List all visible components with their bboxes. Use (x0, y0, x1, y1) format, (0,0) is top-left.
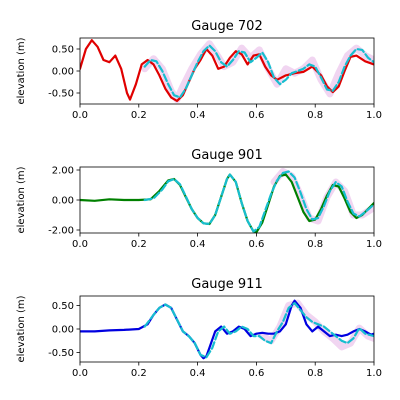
chart-panel-1: 0.0 0.2 0.4 0.6 0.8 1.0 -0.50 0.00 0.50 Gauge 702… (16, 19, 382, 121)
series-line-3 (143, 170, 374, 233)
series-line-3 (143, 44, 374, 99)
chart-title: Gauge 911 (191, 277, 262, 292)
y-axis-label: elevation (m) (16, 166, 27, 233)
y-tick-label: -0.50 (48, 348, 74, 359)
x-tick-label: 0.0 (72, 239, 88, 250)
series-line-2 (80, 173, 374, 233)
x-tick-label: 0.2 (131, 239, 147, 250)
x-tick-label: 0.0 (72, 110, 88, 121)
series-line-1 (141, 40, 374, 104)
chart-title: Gauge 901 (191, 148, 262, 163)
x-tick-label: 0.2 (131, 110, 147, 121)
y-axis-label: elevation (m) (16, 37, 27, 104)
x-tick-label: 0.4 (190, 239, 206, 250)
x-tick-label: 1.0 (366, 110, 382, 121)
x-tick-label: 0.4 (190, 110, 206, 121)
plot-lines (80, 39, 374, 104)
series-line-3 (143, 302, 374, 359)
y-tick-label: 0.50 (52, 301, 74, 312)
chart-panel-2: 0.0 0.2 0.4 0.6 0.8 1.0 -2.00 0.00 2.00 Gauge 901… (16, 148, 382, 250)
x-tick-label: 0.4 (190, 368, 206, 379)
x-tick-label: 0.2 (131, 368, 147, 379)
x-tick-label: 1.0 (366, 368, 382, 379)
y-axis-label: elevation (m) (16, 295, 27, 362)
plot-lines (80, 299, 374, 360)
x-tick-label: 1.0 (366, 239, 382, 250)
x-tick-label: 0.6 (248, 239, 264, 250)
y-tick-label: 0.00 (52, 67, 74, 78)
x-tick-label: 0.8 (307, 239, 323, 250)
series-line-2 (80, 299, 374, 360)
x-tick-label: 0.8 (307, 110, 323, 121)
y-tick-label: 0.00 (52, 196, 74, 207)
y-tick-label: 0.00 (52, 325, 74, 336)
x-tick-label: 0.6 (248, 368, 264, 379)
chart-title: Gauge 702 (191, 19, 262, 34)
y-tick-label: -2.00 (48, 226, 74, 237)
x-tick-label: 0.0 (72, 368, 88, 379)
y-tick-label: 2.00 (52, 166, 74, 177)
plot-lines (80, 168, 374, 233)
y-tick-label: -0.50 (48, 89, 74, 100)
chart-panel-3: 0.0 0.2 0.4 0.6 0.8 1.0 -0.50 0.00 0.50 Gauge 911… (16, 277, 382, 379)
y-tick-label: 0.50 (52, 45, 74, 56)
x-tick-label: 0.6 (248, 110, 264, 121)
x-tick-label: 0.8 (307, 368, 323, 379)
